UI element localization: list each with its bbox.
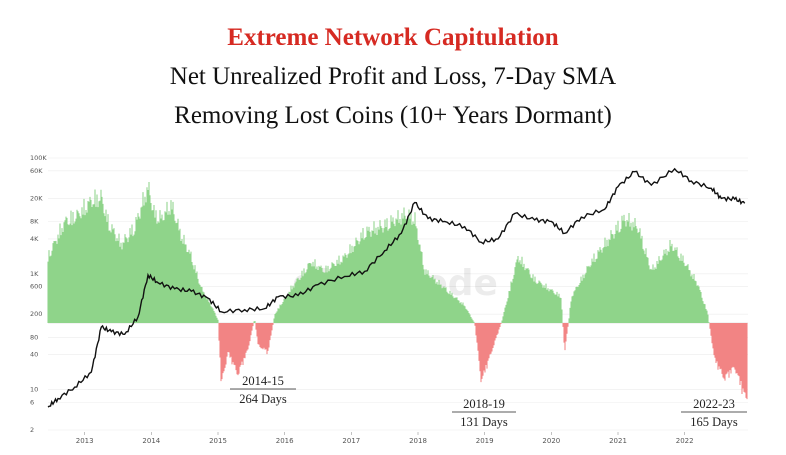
x-axis-ticks: 2013 2014 2015 2016 2017 2018 2019 2020 2021 2022: [76, 432, 694, 445]
y-tick-label: 10: [30, 386, 38, 394]
y-tick-label: 2: [30, 426, 34, 434]
x-tick-label: 2013: [76, 437, 94, 445]
y-tick-label: 8K: [30, 217, 39, 225]
annotation-duration: 165 Days: [690, 415, 738, 429]
annotation-duration: 131 Days: [460, 415, 508, 429]
y-axis-ticks: 100K 60K 20K 8K 4K 1K 600 200 80 40 10 6 2: [30, 154, 47, 434]
y-tick-label: 100K: [30, 154, 47, 162]
x-tick-label: 2021: [609, 437, 627, 445]
annotation-group: 2014-15 264 Days 2018-19 131 Days 2022-23 165…: [230, 374, 747, 429]
price-line-group: [47, 167, 746, 408]
chart-subtitle-line-1: Net Unrealized Profit and Loss, 7-Day SM…: [169, 63, 617, 90]
x-tick-label: 2016: [276, 437, 294, 445]
y-tick-label: 40: [30, 351, 38, 359]
chart-title: Extreme Network Capitulation: [227, 24, 559, 51]
y-tick-label: 6: [30, 398, 34, 406]
annotation-duration: 264 Days: [239, 392, 287, 406]
annotation-label: 2022-23: [693, 397, 735, 411]
price-line: [47, 167, 746, 408]
y-tick-label: 60K: [30, 167, 43, 175]
x-tick-label: 2018: [409, 437, 427, 445]
y-tick-label: 80: [30, 333, 38, 341]
x-tick-label: 2020: [542, 437, 560, 445]
annotation-label: 2014-15: [242, 374, 284, 388]
x-tick-label: 2014: [142, 437, 160, 445]
x-tick-label: 2022: [676, 437, 694, 445]
x-tick-label: 2019: [476, 437, 494, 445]
x-tick-label: 2017: [342, 437, 360, 445]
y-tick-label: 1K: [30, 270, 39, 278]
chart-subtitle-line-2: Removing Lost Coins (10+ Years Dormant): [174, 102, 612, 129]
y-tick-label: 20K: [30, 194, 43, 202]
y-tick-label: 4K: [30, 235, 39, 243]
y-tick-label: 200: [30, 310, 42, 318]
profit-area: [47, 181, 710, 323]
y-tick-label: 600: [30, 283, 42, 291]
loss-area: [218, 323, 748, 400]
x-tick-label: 2015: [209, 437, 227, 445]
annotation-label: 2018-19: [463, 397, 505, 411]
nupl-area-group: [47, 181, 748, 400]
